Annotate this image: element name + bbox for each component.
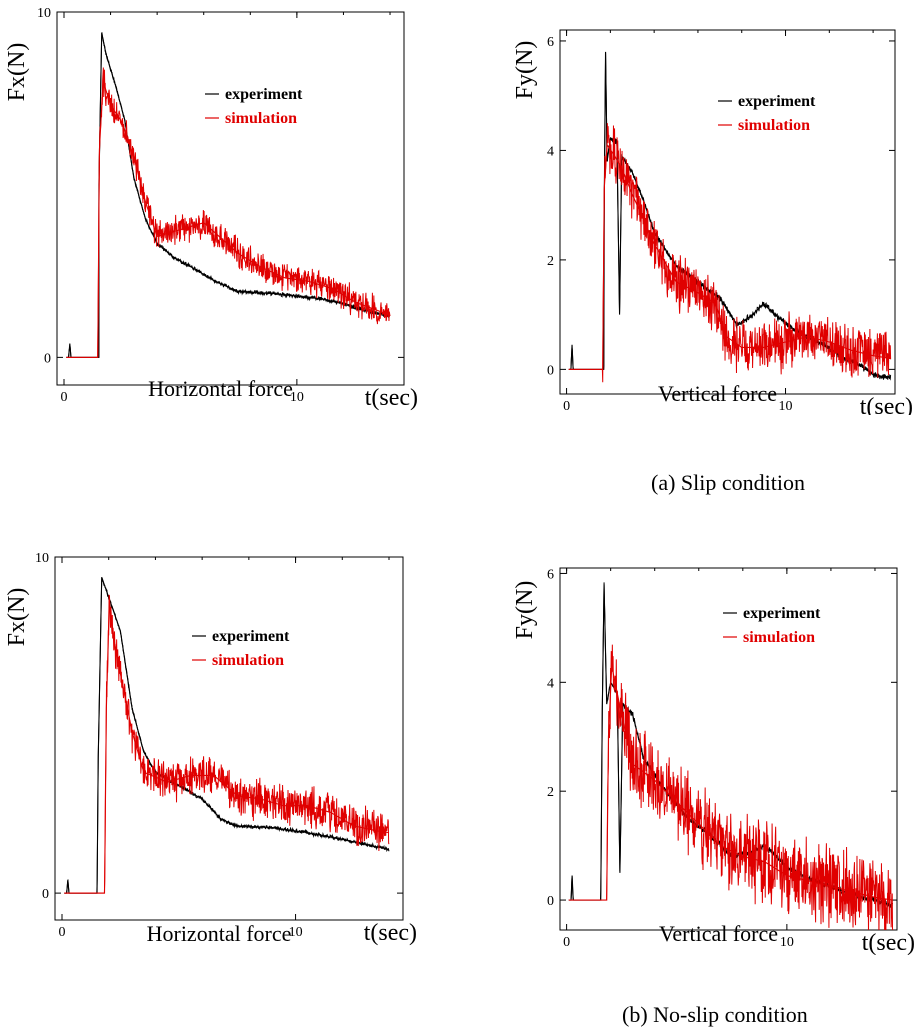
legend-label-experiment: experiment <box>225 86 303 103</box>
chart-b-vertical: 0 10 0 2 4 6 Fy(N) t(sec) Vertical force experime… <box>512 567 915 955</box>
legend-label-simulation: simulation <box>212 652 284 669</box>
legend-label-simulation: simulation <box>225 110 297 127</box>
series-keyline-experiment <box>64 576 390 894</box>
b-horizontal-y-ticks: 0 10 <box>35 551 403 902</box>
b-horizontal-legend: experiment simulation <box>192 628 290 669</box>
legend-label-experiment: experiment <box>212 628 290 645</box>
b-horizontal-title: Horizontal force <box>147 921 292 946</box>
y-tick-label: 10 <box>37 6 51 21</box>
y-tick-label: 2 <box>547 254 554 269</box>
legend-label-simulation: simulation <box>743 629 815 646</box>
a-vertical-frame <box>559 29 896 395</box>
a-horizontal-y-ticks: 0 10 <box>37 6 404 366</box>
a-vertical-legend: experiment simulation <box>718 93 816 134</box>
series-line-simulation <box>568 644 894 930</box>
y-tick-label: 0 <box>547 894 554 909</box>
a-horizontal-title: Horizontal force <box>148 376 293 401</box>
legend-label-experiment: experiment <box>738 93 816 110</box>
series-keyline-simulation <box>64 603 390 894</box>
y-tick-label: 10 <box>35 551 49 566</box>
b-horizontal-frame <box>54 556 404 921</box>
a-vertical-ylabel: Fy(N) <box>512 41 538 100</box>
a-vertical-y-ticks: 0 2 4 6 <box>547 35 895 378</box>
series-keyline-simulation <box>568 665 893 901</box>
a-horizontal-x-ticks: 0 10 <box>60 12 391 405</box>
y-tick-label: 2 <box>547 785 554 800</box>
chart-a-vertical: 0 10 0 2 4 6 Fy(N) t(sec) Vertical force experime… <box>512 29 913 415</box>
a-horizontal-series <box>66 32 391 358</box>
series-keyline-simulation <box>66 80 391 358</box>
a-vertical-title: Vertical force <box>658 381 777 406</box>
chart-b-horizontal: 0 10 0 10 Fx(N) t(sec) Horizontal force experim… <box>4 551 417 946</box>
a-horizontal-xlabel: t(sec) <box>365 385 418 411</box>
y-tick-label: 4 <box>547 676 554 691</box>
x-tick-label: 0 <box>59 925 66 940</box>
a-horizontal-ylabel: Fx(N) <box>4 43 30 102</box>
b-horizontal-x-ticks: 0 10 <box>59 557 390 940</box>
a-horizontal-frame <box>56 11 405 386</box>
y-tick-label: 4 <box>547 144 554 159</box>
a-vertical-x-ticks: 0 10 <box>563 30 874 414</box>
b-vertical-frame <box>559 567 898 931</box>
b-horizontal-xlabel: t(sec) <box>364 920 417 946</box>
b-vertical-y-ticks: 0 2 4 6 <box>547 567 897 909</box>
x-tick-label: 10 <box>780 935 794 950</box>
y-tick-label: 6 <box>547 35 554 50</box>
caption-a: (a) Slip condition <box>651 470 805 495</box>
a-vertical-xlabel: t(sec) <box>860 394 913 415</box>
b-horizontal-ylabel: Fx(N) <box>4 588 30 647</box>
series-keyline-simulation <box>568 143 891 370</box>
series-line-experiment <box>568 582 894 908</box>
b-horizontal-series <box>64 576 390 894</box>
y-tick-label: 0 <box>44 351 51 366</box>
b-vertical-x-ticks: 0 10 <box>563 568 876 950</box>
x-tick-label: 0 <box>563 935 570 950</box>
legend-label-simulation: simulation <box>738 117 810 134</box>
y-tick-label: 6 <box>547 567 554 582</box>
y-tick-label: 0 <box>42 887 49 902</box>
series-line-experiment <box>64 577 390 894</box>
caption-b: (b) No-slip condition <box>622 1002 808 1027</box>
x-tick-label: 0 <box>60 390 67 405</box>
b-vertical-ylabel: Fy(N) <box>512 581 538 640</box>
y-tick-label: 0 <box>547 363 554 378</box>
x-tick-label: 10 <box>289 925 303 940</box>
b-vertical-series <box>568 582 894 930</box>
a-vertical-series <box>568 51 892 383</box>
x-tick-label: 0 <box>563 399 570 414</box>
x-tick-label: 10 <box>779 399 793 414</box>
b-vertical-legend: experiment simulation <box>723 605 821 646</box>
legend-label-experiment: experiment <box>743 605 821 622</box>
series-line-simulation <box>568 123 892 383</box>
b-vertical-xlabel: t(sec) <box>862 930 915 955</box>
x-tick-label: 10 <box>290 390 304 405</box>
chart-a-horizontal: 0 10 0 10 Fx(N) t(sec) Horizontal force experim… <box>4 6 418 411</box>
a-horizontal-legend: experiment simulation <box>205 86 303 127</box>
b-vertical-title: Vertical force <box>659 921 778 946</box>
